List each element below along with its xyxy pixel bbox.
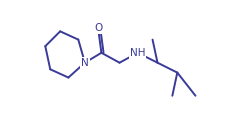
Text: N: N: [81, 58, 89, 68]
Text: O: O: [94, 23, 102, 33]
Text: NH: NH: [130, 48, 145, 58]
